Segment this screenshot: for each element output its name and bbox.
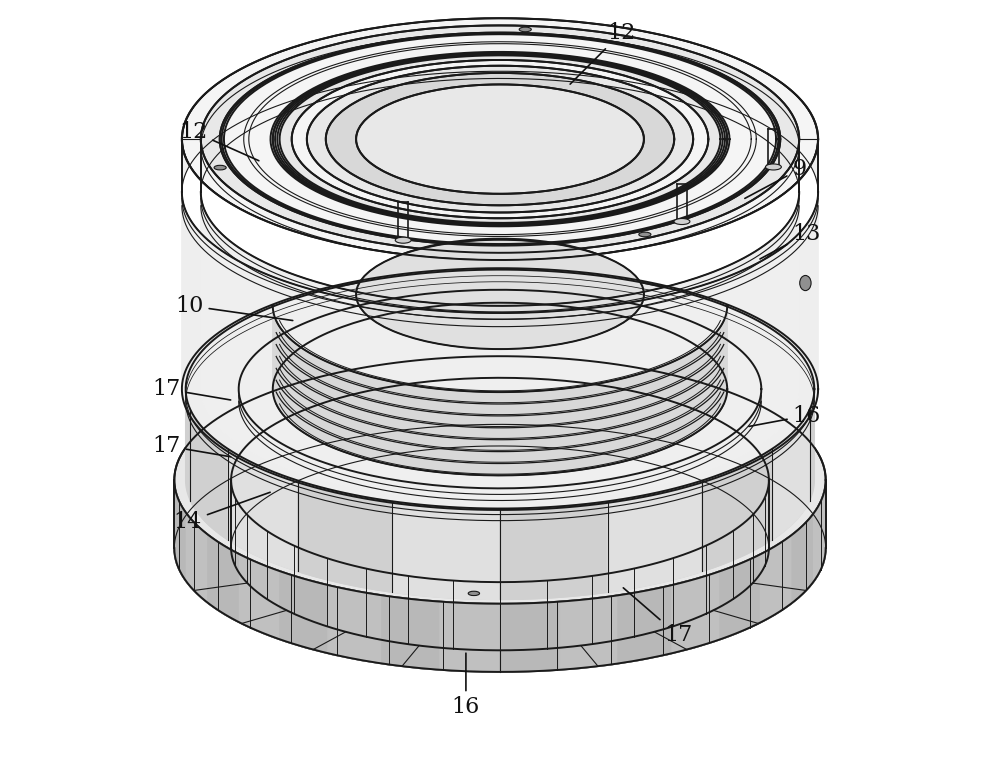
Text: 16: 16 — [452, 653, 480, 718]
Ellipse shape — [356, 240, 644, 349]
Polygon shape — [672, 571, 720, 653]
Ellipse shape — [174, 356, 826, 604]
Polygon shape — [440, 601, 500, 672]
Text: 17: 17 — [623, 588, 692, 646]
Polygon shape — [239, 389, 761, 579]
Polygon shape — [618, 585, 672, 664]
Text: 16: 16 — [749, 404, 821, 427]
Polygon shape — [182, 18, 818, 192]
Ellipse shape — [186, 269, 814, 508]
Text: 14: 14 — [174, 492, 270, 533]
Text: 12: 12 — [570, 22, 635, 84]
Ellipse shape — [765, 164, 781, 170]
Polygon shape — [792, 513, 814, 603]
Polygon shape — [500, 601, 560, 672]
Ellipse shape — [468, 591, 480, 596]
Polygon shape — [280, 571, 328, 653]
Ellipse shape — [356, 85, 644, 194]
Text: 10: 10 — [175, 295, 293, 320]
Polygon shape — [298, 481, 392, 592]
Ellipse shape — [639, 232, 651, 237]
Polygon shape — [328, 585, 382, 664]
Polygon shape — [174, 480, 826, 672]
Polygon shape — [182, 192, 818, 510]
Polygon shape — [273, 306, 727, 475]
Polygon shape — [560, 595, 618, 670]
Text: 17: 17 — [153, 378, 231, 400]
Polygon shape — [201, 33, 799, 192]
Text: 17: 17 — [153, 435, 231, 457]
Ellipse shape — [182, 18, 818, 260]
Ellipse shape — [519, 27, 531, 32]
Ellipse shape — [231, 378, 769, 582]
Polygon shape — [186, 513, 208, 603]
Ellipse shape — [292, 60, 708, 218]
Polygon shape — [176, 491, 186, 581]
Ellipse shape — [395, 237, 411, 243]
Polygon shape — [201, 192, 799, 503]
Ellipse shape — [201, 25, 799, 253]
Polygon shape — [382, 595, 440, 670]
Polygon shape — [186, 389, 814, 600]
Polygon shape — [761, 535, 792, 623]
Ellipse shape — [307, 66, 693, 213]
Polygon shape — [190, 410, 228, 539]
Polygon shape — [231, 480, 769, 650]
Polygon shape — [228, 449, 298, 571]
Ellipse shape — [800, 275, 811, 291]
Text: 9: 9 — [745, 159, 806, 198]
Polygon shape — [720, 554, 761, 639]
Polygon shape — [500, 501, 608, 600]
Ellipse shape — [363, 239, 637, 343]
Ellipse shape — [239, 290, 761, 488]
Ellipse shape — [214, 166, 226, 170]
Polygon shape — [814, 491, 824, 581]
Ellipse shape — [220, 33, 780, 246]
Polygon shape — [239, 554, 280, 639]
Ellipse shape — [326, 73, 674, 205]
Text: 12: 12 — [179, 121, 259, 161]
Polygon shape — [208, 535, 239, 623]
Polygon shape — [772, 410, 810, 539]
Polygon shape — [608, 481, 702, 592]
Polygon shape — [392, 501, 500, 600]
Ellipse shape — [231, 446, 769, 650]
Text: 13: 13 — [760, 223, 821, 259]
Polygon shape — [702, 449, 772, 571]
Ellipse shape — [273, 53, 727, 225]
Ellipse shape — [174, 424, 826, 672]
Ellipse shape — [674, 218, 690, 224]
